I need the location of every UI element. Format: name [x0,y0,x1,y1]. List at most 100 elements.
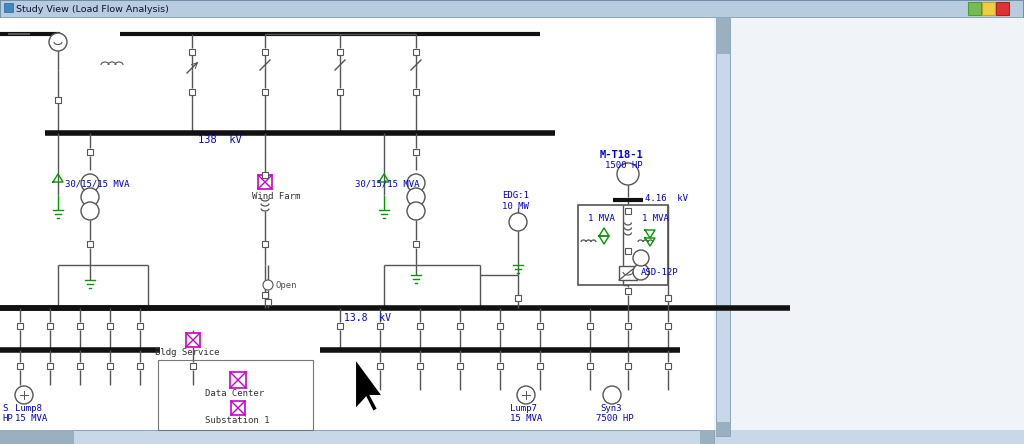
Text: 30/15/15 MVA: 30/15/15 MVA [65,179,129,189]
Bar [47,363,53,369]
Bar [137,323,143,329]
Bar [337,89,343,95]
Bar [106,363,113,369]
Bar [578,205,668,285]
Text: EDG:1: EDG:1 [502,190,528,199]
Bar [231,401,245,415]
Text: Data Center: Data Center [205,388,264,397]
Bar [262,172,268,178]
Text: 30/15/15 MVA: 30/15/15 MVA [355,179,420,189]
Bar [377,363,383,369]
Circle shape [633,250,649,266]
Polygon shape [355,358,383,412]
Bar [0,430,714,444]
Bar [497,363,503,369]
Circle shape [15,386,33,404]
Text: Wind Farm: Wind Farm [252,191,300,201]
Bar [230,372,246,388]
Circle shape [407,174,425,192]
Bar [665,363,671,369]
Bar [258,175,272,189]
Bar [716,18,730,436]
Circle shape [81,188,99,206]
Circle shape [517,386,535,404]
Bar [996,2,1009,15]
Circle shape [81,202,99,220]
Text: Open: Open [276,281,298,289]
Text: 138  kV: 138 kV [198,135,242,145]
Bar [189,49,195,55]
Text: ASD-12P: ASD-12P [641,267,679,277]
Text: 15 MVA: 15 MVA [510,413,543,423]
Bar [106,323,113,329]
Bar [716,422,730,436]
Bar [618,266,637,280]
Text: Lump7: Lump7 [510,404,537,412]
Bar [137,363,143,369]
Bar [413,49,419,55]
Circle shape [263,280,273,290]
Bar [77,363,83,369]
Bar [337,323,343,329]
Circle shape [603,386,621,404]
Bar [625,248,631,254]
Bar [716,18,730,32]
Circle shape [407,202,425,220]
Bar [413,89,419,95]
Bar [587,323,593,329]
Text: 15 MVA: 15 MVA [15,413,47,423]
Text: 4.16  kV: 4.16 kV [645,194,688,202]
Circle shape [49,33,67,51]
Bar [17,323,23,329]
Text: S: S [2,404,7,412]
Circle shape [407,188,425,206]
Text: 13.8  kV: 13.8 kV [344,313,391,323]
Bar [982,2,995,15]
Bar [262,292,268,298]
Text: Bldg Service: Bldg Service [155,348,219,357]
Bar [625,208,631,214]
Bar [158,360,313,430]
Bar [457,363,463,369]
Text: 1 MVA: 1 MVA [642,214,669,222]
Bar [413,241,419,247]
Text: 1 MVA: 1 MVA [588,214,614,222]
Bar [457,323,463,329]
Bar [665,295,671,301]
Bar [262,241,268,247]
Circle shape [81,174,99,192]
Bar [55,97,61,103]
Bar [87,241,93,247]
Text: M-T18-1: M-T18-1 [600,150,644,160]
Bar [1,17,1023,18]
Text: 1500 HP: 1500 HP [605,160,643,170]
Bar [413,149,419,155]
Bar [262,49,268,55]
Bar [186,333,200,347]
Bar [537,323,543,329]
Circle shape [509,213,527,231]
Bar [625,288,631,294]
Bar [665,323,671,329]
Bar [189,89,195,95]
Bar [700,430,714,444]
Circle shape [633,264,649,280]
Bar [417,363,423,369]
Circle shape [617,163,639,185]
Bar [1,1,1023,18]
Bar [625,363,631,369]
Bar [14,430,74,444]
Bar [4,3,13,12]
Text: Lump8: Lump8 [15,404,42,412]
Bar [537,363,543,369]
Text: Substation 1: Substation 1 [205,416,269,424]
Bar [968,2,981,15]
Bar [0,430,14,444]
Bar [190,363,196,369]
Text: HP: HP [2,413,12,423]
Bar [587,363,593,369]
Bar [262,89,268,95]
Bar [77,323,83,329]
Bar [337,49,343,55]
Bar [515,295,521,301]
